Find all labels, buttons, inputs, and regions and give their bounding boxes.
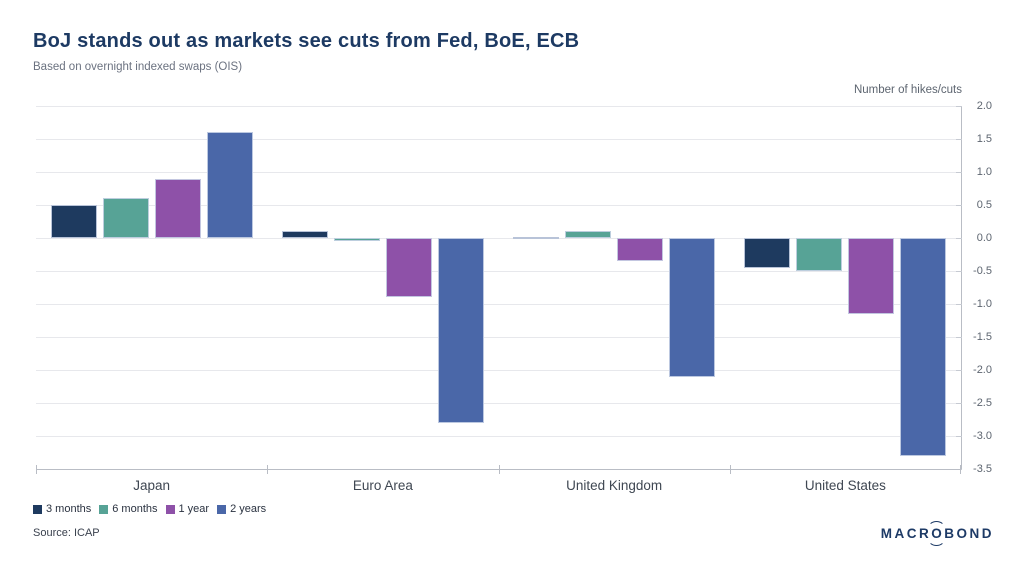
logo-text-suffix: BOND [944,526,994,541]
gridline [36,402,961,404]
bar-euro-area-1-year [385,238,432,298]
x-tick-mark [498,465,500,474]
gridline [36,105,961,107]
y-tick-label: -1.5 [973,331,992,343]
y-tick-label: 1.0 [976,166,992,178]
legend-item-1-year: 1 year [165,503,210,515]
chart-title: BoJ stands out as markets see cuts from … [33,30,580,52]
bar-euro-area-2-years [437,238,484,423]
chart-subtitle: Based on overnight indexed swaps (OIS) [33,61,243,73]
y-tick-label: -3.0 [973,430,992,442]
legend-item-2-years: 2 years [217,503,266,515]
x-tick-mark [36,465,37,474]
y-tick-label: -3.5 [973,463,992,475]
category-label-united-states: United States [804,478,886,493]
gridline [36,303,961,305]
legend-swatch-icon [33,504,42,514]
bar-united-states-2-years [900,238,947,456]
bar-united-states-6-months [796,238,843,271]
y-tick-label: -1.0 [973,298,992,310]
source-note: Source: ICAP [33,527,100,539]
gridline [36,138,961,140]
y-tick-mark [956,337,962,338]
y-tick-mark [956,436,962,437]
legend-label: 6 months [112,503,158,515]
legend-swatch-icon [165,504,175,514]
bar-united-kingdom-6-months [565,231,612,238]
gridline [36,435,961,437]
bar-united-kingdom-2-years [669,238,716,377]
y-axis-title: Number of hikes/cuts [853,84,962,96]
category-label-euro-area: Euro Area [352,478,413,493]
bar-japan-3-months [50,205,97,238]
y-tick-mark [956,304,962,305]
bar-japan-6-months [102,198,149,238]
gridline [36,270,961,272]
y-tick-label: -2.0 [973,364,992,376]
legend-item-6-months: 6 months [99,503,158,515]
y-tick-label: -0.5 [973,265,992,277]
category-label-united-kingdom: United Kingdom [566,478,663,493]
bar-united-kingdom-3-months [513,237,560,239]
category-label-japan: Japan [133,478,171,493]
y-tick-mark [956,205,962,206]
y-tick-label: 1.5 [976,133,992,145]
gridline [36,171,961,173]
x-tick-mark [960,465,961,474]
legend-label: 3 months [46,503,92,515]
bar-japan-2-years [206,132,253,238]
legend: 3 months 6 months 1 year 2 years [33,503,266,515]
bar-united-kingdom-1-year [617,238,664,262]
legend-label: 2 years [230,503,267,515]
gridline [36,204,961,206]
y-tick-label: -2.5 [973,397,992,409]
y-axis: 2.0 1.5 1.0 0.5 0.0 -0.5 -1.0 -1.5 -2.0 -2.5 -3.0 -… [956,100,1024,475]
y-tick-label: 0.0 [976,232,992,244]
y-tick-label: 0.5 [976,199,992,211]
logo-text-prefix: MACR [880,526,932,541]
y-tick-mark [956,139,962,140]
y-tick-mark [956,172,962,173]
bar-euro-area-3-months [281,231,328,238]
gridline [36,237,961,239]
y-tick-mark [956,106,962,107]
bar-japan-1-year [154,178,201,238]
plot-area [36,105,961,469]
legend-label: 1 year [178,503,210,515]
bar-united-states-3-months [744,238,791,268]
macrobond-logo: MACROBOND [880,521,994,546]
x-axis: Japan Euro Area United Kingdom United State… [36,465,961,500]
gridline [36,369,961,371]
y-tick-label: 2.0 [976,100,992,112]
y-tick-mark [956,238,962,239]
legend-swatch-icon [99,504,109,514]
x-tick-mark [729,465,731,474]
logo-circle-o-icon: O [928,521,946,546]
y-tick-mark [956,370,962,371]
gridline [36,336,961,338]
x-tick-mark [267,465,269,474]
bar-euro-area-6-months [333,238,380,242]
y-tick-mark [956,403,962,404]
legend-item-3-months: 3 months [33,503,91,515]
y-tick-mark [956,271,962,272]
legend-swatch-icon [217,504,227,514]
bar-united-states-1-year [848,238,895,314]
